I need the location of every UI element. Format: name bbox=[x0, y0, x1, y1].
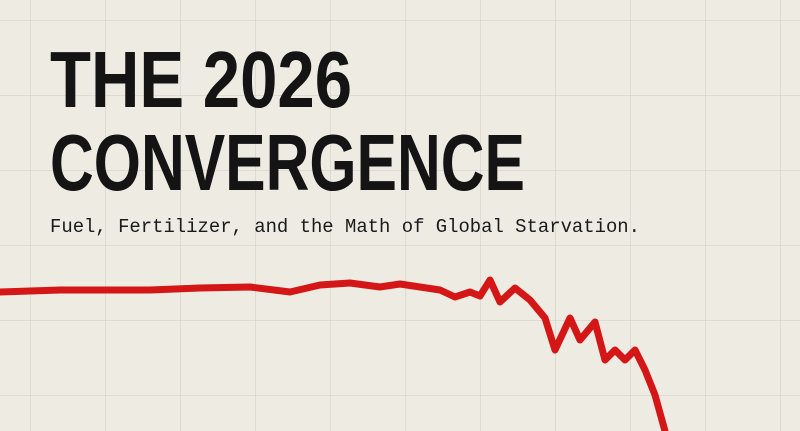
subtitle: Fuel, Fertilizer, and the Math of Global… bbox=[50, 216, 640, 238]
title-line: THE 2026 bbox=[50, 35, 352, 124]
decline-line bbox=[0, 276, 669, 431]
title-line: CONVERGENCE bbox=[50, 118, 525, 207]
